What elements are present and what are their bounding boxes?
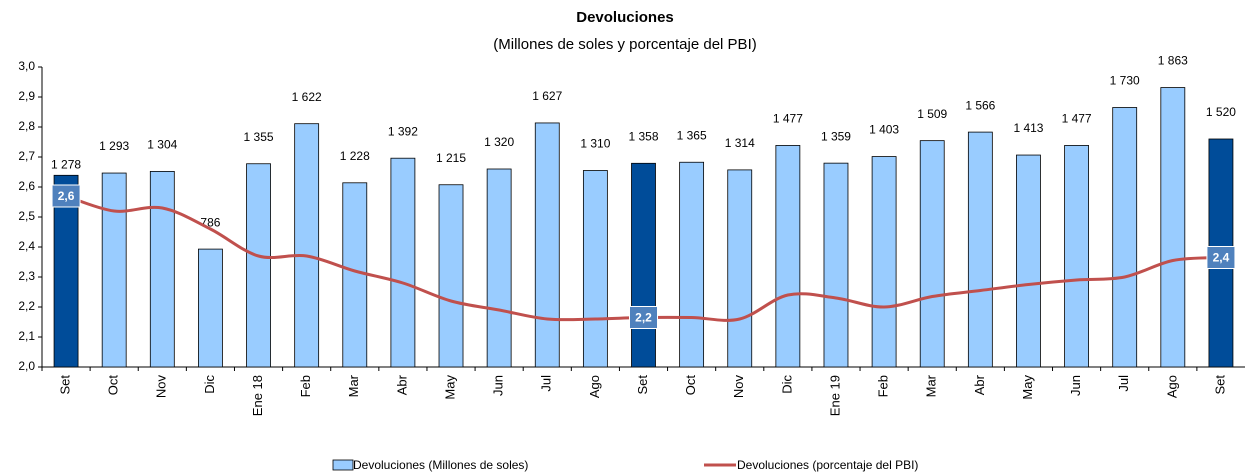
bar-value-label: 1 215	[436, 151, 466, 165]
bar-value-label: 786	[200, 215, 220, 229]
bar	[1064, 145, 1089, 368]
bar-value-label: 1 304	[147, 138, 177, 152]
bar	[246, 163, 271, 368]
x-tick-label: Jun	[1068, 375, 1083, 396]
bar	[871, 156, 897, 368]
bar-value-label: 1 477	[1062, 112, 1092, 126]
bar	[582, 170, 608, 368]
x-tick-label: Set	[1212, 375, 1227, 395]
y-tick-label: 2,2	[18, 299, 35, 313]
bar-value-label: 1 566	[965, 98, 995, 112]
bar-value-label: 1 359	[821, 129, 851, 143]
line-label-box	[1206, 246, 1236, 269]
bar	[294, 123, 320, 368]
bar-value-label: 1 413	[1013, 121, 1043, 135]
y-tick-label: 3,0	[18, 59, 35, 73]
x-tick-label: Feb	[298, 375, 313, 397]
bar-value-label: 1 403	[869, 123, 899, 137]
line-value-label: 2,6	[58, 189, 75, 203]
x-tick-label: Abr	[972, 374, 987, 395]
bar	[631, 162, 656, 368]
bar	[679, 161, 705, 368]
bar-value-label: 1 392	[388, 124, 418, 138]
bar	[438, 184, 464, 368]
x-tick-label: Oct	[683, 375, 698, 396]
chart-subtitle: (Millones de soles y porcentaje del PBI)	[493, 36, 756, 53]
x-tick-label: Set	[635, 375, 650, 395]
x-tick-label: Ago	[1164, 375, 1179, 398]
bar	[101, 172, 127, 368]
legend-swatch	[332, 459, 354, 471]
x-tick-label: Ago	[587, 375, 602, 398]
y-tick-label: 2,0	[18, 359, 35, 373]
x-tick-label: Dic	[202, 375, 217, 394]
bar	[198, 248, 223, 368]
bar-value-label: 1 509	[917, 107, 947, 121]
bar-value-label: 1 278	[51, 157, 81, 171]
x-tick-label: May	[442, 375, 457, 400]
bar	[727, 169, 753, 368]
bar	[390, 157, 416, 368]
bar-value-label: 1 310	[580, 137, 610, 151]
x-tick-label: Dic	[779, 375, 794, 394]
bar-value-label: 1 228	[340, 149, 370, 163]
x-tick-label: Set	[57, 375, 72, 395]
y-tick-label: 2,1	[18, 329, 35, 343]
y-tick-label: 2,6	[18, 179, 35, 193]
bar	[486, 168, 512, 368]
bar-value-label: 1 355	[244, 130, 274, 144]
y-tick-label: 2,4	[18, 239, 35, 253]
bar	[342, 182, 368, 368]
x-tick-label: Mar	[924, 374, 939, 397]
y-tick-label: 2,5	[18, 209, 35, 223]
bar-value-label: 1 320	[484, 135, 514, 149]
x-tick-label: Jul	[539, 375, 554, 392]
bar-value-label: 1 863	[1158, 54, 1188, 68]
bar	[149, 170, 175, 368]
y-tick-label: 2,9	[18, 89, 35, 103]
x-tick-label: Abr	[394, 374, 409, 395]
x-tick-label: Feb	[876, 375, 891, 397]
x-tick-label: Jun	[491, 375, 506, 396]
legend-label: Devoluciones (porcentaje del PBI)	[737, 458, 918, 472]
y-tick-label: 2,8	[18, 119, 35, 133]
chart-title: Devoluciones	[576, 9, 674, 26]
x-tick-label: Jul	[1116, 375, 1131, 392]
bar	[1112, 107, 1138, 368]
bar-value-label: 1 520	[1206, 105, 1236, 119]
x-tick-label: Nov	[154, 375, 169, 399]
bar	[534, 122, 560, 368]
bar-value-label: 1 314	[725, 136, 755, 150]
bar-value-label: 1 358	[628, 129, 658, 143]
line-label-box	[629, 306, 658, 329]
bar	[775, 145, 801, 368]
line-value-label: 2,2	[635, 311, 652, 325]
bar-value-label: 1 477	[773, 112, 803, 126]
line-label-box	[51, 184, 81, 208]
bar	[919, 140, 945, 368]
bar	[823, 162, 849, 368]
x-tick-label: May	[1020, 375, 1035, 400]
bar-value-label: 1 627	[532, 89, 562, 103]
y-tick-label: 2,7	[18, 149, 35, 163]
x-tick-label: Oct	[106, 375, 121, 396]
bar-value-label: 1 365	[677, 128, 707, 142]
x-tick-label: Ene 19	[827, 375, 842, 416]
bar-value-label: 1 293	[99, 139, 129, 153]
bar-value-label: 1 730	[1110, 74, 1140, 88]
bar	[967, 131, 993, 368]
bar	[1160, 87, 1186, 368]
bar-value-label: 1 622	[292, 90, 322, 104]
bar	[1016, 154, 1041, 368]
x-tick-label: Nov	[731, 375, 746, 399]
line-value-label: 2,4	[1213, 251, 1230, 265]
legend-label: Devoluciones (Millones de soles)	[353, 458, 528, 472]
y-tick-label: 2,3	[18, 269, 35, 283]
x-tick-label: Ene 18	[250, 375, 265, 416]
x-tick-label: Mar	[346, 374, 361, 397]
